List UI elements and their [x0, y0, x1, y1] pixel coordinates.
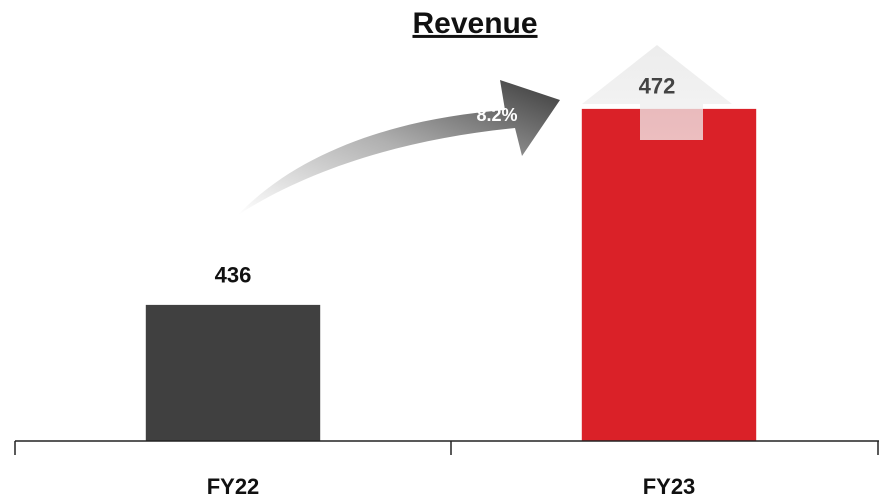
x-tick-label: FY22 [207, 474, 260, 499]
up-arrow [582, 45, 732, 140]
x-tick-label: FY23 [643, 474, 696, 499]
growth-arrow [238, 80, 560, 215]
bar [145, 304, 321, 441]
growth-annotation: 8.2% [476, 105, 517, 125]
bar [581, 108, 757, 441]
chart-title: Revenue [412, 7, 537, 40]
data-label: 472 [639, 74, 676, 99]
data-label: 436 [215, 263, 252, 288]
